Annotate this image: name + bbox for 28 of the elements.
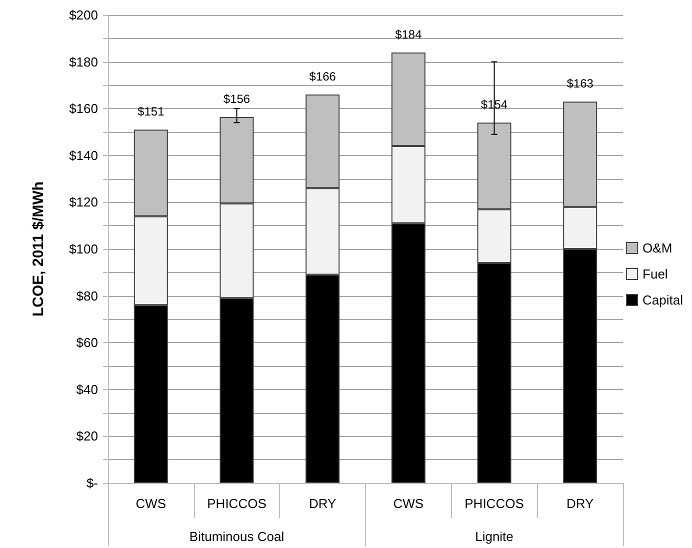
total-label: $166 (309, 70, 336, 84)
text: Bituminous Coal (189, 529, 284, 544)
y-tick-label: $- (86, 476, 98, 490)
x-tick-label: PHICCOS (207, 496, 267, 511)
total-label: $156 (223, 92, 250, 106)
y-tick-label: $80 (76, 288, 98, 304)
y-tick-label: $180 (69, 54, 98, 70)
y-tick-label: $20 (76, 428, 98, 444)
y-tick-label: $140 (69, 148, 98, 163)
x-tick-label: DRY (566, 496, 594, 511)
y-tick-label: $100 (69, 242, 98, 256)
y-tick-label: $160 (69, 101, 98, 116)
text: Lignite (475, 529, 514, 544)
total-label: $184 (395, 27, 422, 42)
legend-label: Fuel (642, 266, 668, 282)
y-tick-label: $40 (76, 382, 98, 397)
x-tick-label: PHICCOS (464, 496, 524, 511)
legend-label: Capital (642, 292, 684, 308)
legend-label: O&M (642, 240, 672, 256)
y-tick-label: $120 (69, 194, 98, 210)
y-tick-label: $60 (76, 335, 98, 350)
total-label: $163 (566, 76, 594, 91)
y-axis-title: LCOE, 2011 $/MWh (30, 181, 47, 317)
x-tick-label: DRY (308, 496, 337, 511)
total-label: $151 (138, 104, 165, 119)
x-tick-label: CWS (136, 496, 166, 511)
y-tick-label: $200 (69, 8, 98, 22)
x-tick-label: CWS (393, 496, 424, 511)
